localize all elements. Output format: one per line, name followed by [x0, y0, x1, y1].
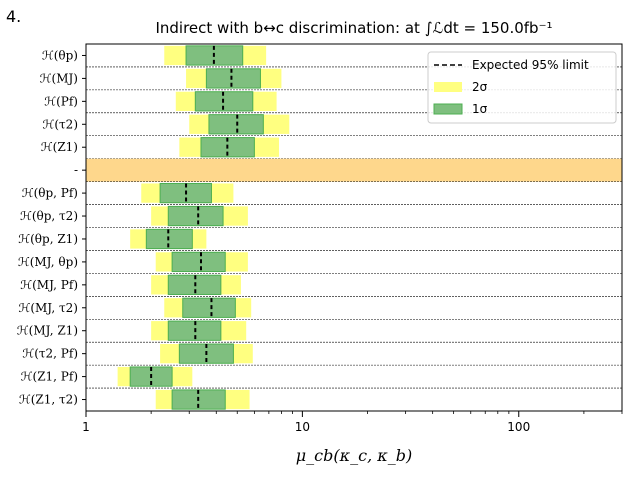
chart-row: ℋ(Pf): [44, 91, 622, 114]
chart-row: ℋ(MJ, Pf): [20, 274, 622, 297]
category-label: ℋ(τ2): [43, 117, 79, 131]
plot-rows: ℋ(θp) ℋ(MJ) ℋ(Pf) ℋ(τ2) ℋ(Z1) - ℋ(θp, Pf) ℋ(θp,…: [17, 45, 622, 410]
chart-row: ℋ(MJ): [40, 68, 622, 91]
chart-row: -: [74, 158, 622, 182]
chart-row: ℋ(MJ, Z1): [17, 320, 622, 343]
category-label: ℋ(Pf): [44, 94, 78, 108]
legend-label-1sigma: 1σ: [472, 102, 488, 116]
chart-row: ℋ(τ2): [43, 114, 622, 137]
x-tick-label: 1: [82, 420, 90, 434]
category-label: ℋ(Z1, τ2): [19, 393, 78, 407]
category-label: ℋ(θp): [42, 48, 78, 62]
legend-label-expected: Expected 95% limit: [472, 58, 589, 72]
x-axis-label: μ_cb(κ_c, κ_b): [296, 446, 412, 465]
chart-row: ℋ(Z1, Pf): [21, 366, 622, 389]
category-label: ℋ(θp, Pf): [22, 186, 78, 200]
chart-row: ℋ(MJ, τ2): [18, 297, 622, 320]
band-1sigma: [205, 68, 261, 89]
x-tick-label: 100: [507, 420, 530, 434]
legend-1sigma-swatch: [433, 103, 463, 115]
chart-row: ℋ(Z1, τ2): [19, 389, 250, 410]
legend: Expected 95% limit 2σ 1σ: [427, 51, 617, 124]
category-label: ℋ(τ2, Pf): [22, 347, 78, 361]
category-label: ℋ(Z1): [41, 140, 78, 154]
chart-row: ℋ(θp, Pf): [22, 182, 622, 205]
category-label: ℋ(MJ): [40, 71, 78, 85]
chart-row: ℋ(θp): [42, 45, 622, 68]
legend-2sigma-swatch: [434, 82, 462, 92]
panel-label: 4.: [6, 7, 21, 26]
chart-row: ℋ(MJ, θp): [18, 251, 622, 274]
band-1sigma: [145, 228, 193, 250]
plot-frame: [85, 43, 623, 412]
band-1sigma: [167, 205, 224, 227]
band-1sigma: [208, 114, 264, 135]
category-label: -: [74, 163, 78, 177]
category-label: ℋ(MJ, θp): [18, 255, 78, 269]
legend-box: [427, 51, 617, 124]
separator-band: [86, 158, 622, 182]
chart-title: Indirect with b↔c discrimination: at ∫ℒd…: [155, 19, 552, 37]
category-label: ℋ(MJ, τ2): [18, 301, 78, 315]
legend-label-2sigma: 2σ: [472, 80, 488, 94]
chart-row: ℋ(τ2, Pf): [22, 343, 622, 366]
chart-row: ℋ(θp, τ2): [20, 205, 622, 228]
category-label: ℋ(θp, Z1): [18, 232, 78, 246]
category-label: ℋ(MJ, Z1): [17, 324, 78, 338]
category-label: ℋ(MJ, Pf): [20, 278, 78, 292]
band-1sigma: [171, 251, 226, 273]
chart-row: ℋ(θp, Z1): [18, 228, 622, 251]
category-label: ℋ(θp, τ2): [20, 209, 78, 223]
chart-row: ℋ(Z1): [41, 137, 622, 159]
category-label: ℋ(Z1, Pf): [21, 370, 78, 384]
band-1sigma: [182, 297, 236, 318]
x-tick-label: 10: [295, 420, 310, 434]
x-axis: 1 10 100: [82, 411, 623, 434]
